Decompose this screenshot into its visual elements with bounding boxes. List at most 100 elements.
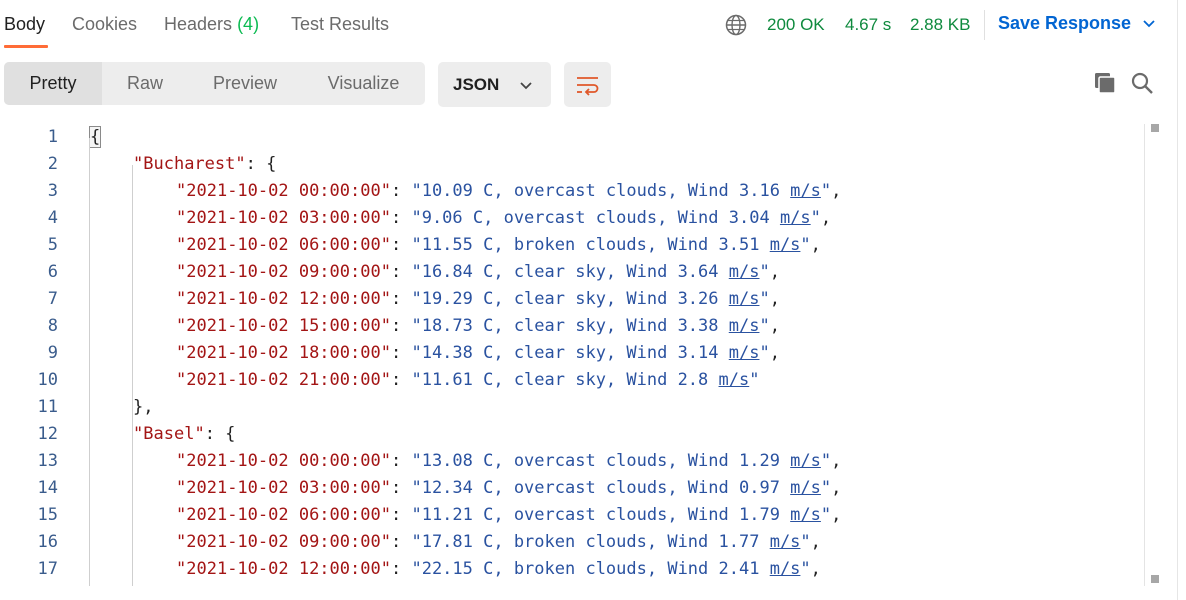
view-mode-switch: Pretty Raw Preview Visualize — [4, 62, 425, 105]
indent-guide — [89, 138, 90, 586]
json-key-quote: " — [380, 316, 391, 336]
tab-headers-label: Headers — [164, 14, 233, 34]
code-line: 11}, — [0, 394, 1144, 421]
globe-icon[interactable] — [725, 14, 747, 36]
json-colon: : — [390, 559, 412, 579]
json-key-quote: " — [133, 424, 144, 444]
json-string-quote: " — [411, 343, 422, 363]
code-content: "2021-10-02 06:00:00": "11.55 C, broken … — [176, 232, 821, 259]
json-key-quote: " — [380, 343, 391, 363]
json-brace: { — [225, 424, 236, 444]
wrap-lines-button[interactable] — [564, 62, 611, 107]
view-mode-preview[interactable]: Preview — [212, 73, 278, 93]
json-string-quote: " — [810, 208, 821, 228]
code-line: 10 "2021-10-02 21:00:00": "11.61 C, clear… — [0, 367, 1144, 394]
json-key-quote: " — [380, 235, 391, 255]
search-icon[interactable] — [1130, 71, 1154, 95]
code-line: 2 "Bucharest": { — [0, 151, 1144, 178]
json-key-quote: " — [176, 181, 187, 201]
json-string-value: 12.34 C, overcast clouds, Wind 0.97 m/s — [421, 478, 821, 498]
save-response-button[interactable]: Save Response — [998, 13, 1132, 33]
json-comma: , — [831, 478, 842, 498]
scrollbar-down[interactable] — [1151, 575, 1159, 583]
view-mode-visualize[interactable]: Visualize — [327, 73, 400, 93]
line-number: 12 — [37, 424, 58, 444]
tab-body[interactable]: Body — [4, 14, 46, 34]
tab-cookies[interactable]: Cookies — [72, 14, 138, 34]
json-string-quote: " — [411, 559, 422, 579]
json-string-quote: " — [411, 451, 422, 471]
line-number: 2 — [47, 154, 58, 174]
response-time[interactable]: 4.67 s — [845, 15, 892, 34]
response-body-editor[interactable]: 1{2 "Bucharest": {3 "2021-10-02 00:00:00":… — [0, 124, 1144, 586]
active-tab-indicator — [4, 45, 48, 48]
code-line: 9 "2021-10-02 18:00:00": "14.38 C, clear … — [0, 340, 1144, 367]
json-key-quote: " — [176, 208, 187, 228]
json-key-quote: " — [176, 343, 187, 363]
line-number: 11 — [37, 397, 58, 417]
line-number: 4 — [47, 208, 58, 228]
json-colon: : — [390, 262, 412, 282]
json-string-quote: " — [800, 559, 811, 579]
code-line: 3 "2021-10-02 00:00:00": "10.09 C, overca… — [0, 178, 1144, 205]
code-content: "Basel": { — [133, 421, 235, 448]
json-colon: : — [390, 343, 412, 363]
json-string-quote: " — [749, 370, 760, 390]
json-string-quote: " — [411, 262, 422, 282]
format-select[interactable]: JSON — [438, 62, 551, 107]
json-string-quote: " — [411, 316, 422, 336]
tab-test-results[interactable]: Test Results — [291, 14, 390, 34]
json-colon: : — [390, 451, 412, 471]
json-string-quote: " — [820, 478, 832, 498]
json-string-quote: " — [820, 451, 832, 471]
scrollbar-up[interactable] — [1151, 124, 1159, 132]
code-line: 4 "2021-10-02 03:00:00": "9.06 C, overcas… — [0, 205, 1144, 232]
json-colon: : — [390, 370, 412, 390]
json-string-quote: " — [411, 181, 422, 201]
line-number: 7 — [47, 289, 58, 309]
line-number: 9 — [47, 343, 58, 363]
json-colon: : — [245, 154, 267, 174]
json-colon: : — [204, 424, 226, 444]
json-key-quote: " — [380, 559, 391, 579]
json-colon: : — [390, 505, 412, 525]
json-string-value: 11.55 C, broken clouds, Wind 3.51 m/s — [421, 235, 801, 255]
response-size[interactable]: 2.88 KB — [910, 15, 971, 34]
json-key: 2021-10-02 09:00:00 — [186, 262, 381, 282]
json-colon: : — [390, 208, 412, 228]
json-colon: : — [390, 532, 412, 552]
json-key-quote: " — [380, 289, 391, 309]
view-mode-raw[interactable]: Raw — [126, 73, 163, 93]
json-string-quote: " — [759, 343, 770, 363]
line-number: 17 — [37, 559, 58, 579]
json-string-value: 11.21 C, overcast clouds, Wind 1.79 m/s — [421, 505, 821, 525]
status-code[interactable]: 200 OK — [767, 15, 825, 34]
code-line: 8 "2021-10-02 15:00:00": "18.73 C, clear … — [0, 313, 1144, 340]
wrap-lines-icon — [577, 77, 599, 96]
json-colon: : — [390, 235, 412, 255]
code-content: "2021-10-02 15:00:00": "18.73 C, clear s… — [176, 313, 780, 340]
json-string-quote: " — [411, 208, 422, 228]
json-comma: , — [769, 262, 780, 282]
json-key: 2021-10-02 09:00:00 — [186, 532, 381, 552]
chevron-down-icon[interactable] — [1142, 19, 1156, 29]
indent-guide — [132, 165, 133, 505]
json-string-quote: " — [411, 478, 422, 498]
tab-headers[interactable]: Headers (4) — [164, 14, 259, 35]
json-key-quote: " — [380, 505, 391, 525]
json-key-quote: " — [235, 154, 246, 174]
panel-border — [1177, 0, 1178, 600]
code-line: 6 "2021-10-02 09:00:00": "16.84 C, clear … — [0, 259, 1144, 286]
code-content: "2021-10-02 12:00:00": "19.29 C, clear s… — [176, 286, 780, 313]
json-key: 2021-10-02 21:00:00 — [186, 370, 381, 390]
json-string-value: 9.06 C, overcast clouds, Wind 3.04 m/s — [421, 208, 811, 228]
copy-icon[interactable] — [1093, 71, 1117, 95]
json-key: 2021-10-02 00:00:00 — [186, 181, 381, 201]
json-comma: , — [810, 532, 821, 552]
view-mode-pretty[interactable]: Pretty — [4, 62, 102, 105]
code-content: "2021-10-02 06:00:00": "11.21 C, overcas… — [176, 502, 841, 529]
json-colon: : — [390, 289, 412, 309]
json-key-quote: " — [176, 235, 187, 255]
line-number: 10 — [37, 370, 58, 390]
scrollbar-track[interactable] — [1144, 124, 1145, 586]
